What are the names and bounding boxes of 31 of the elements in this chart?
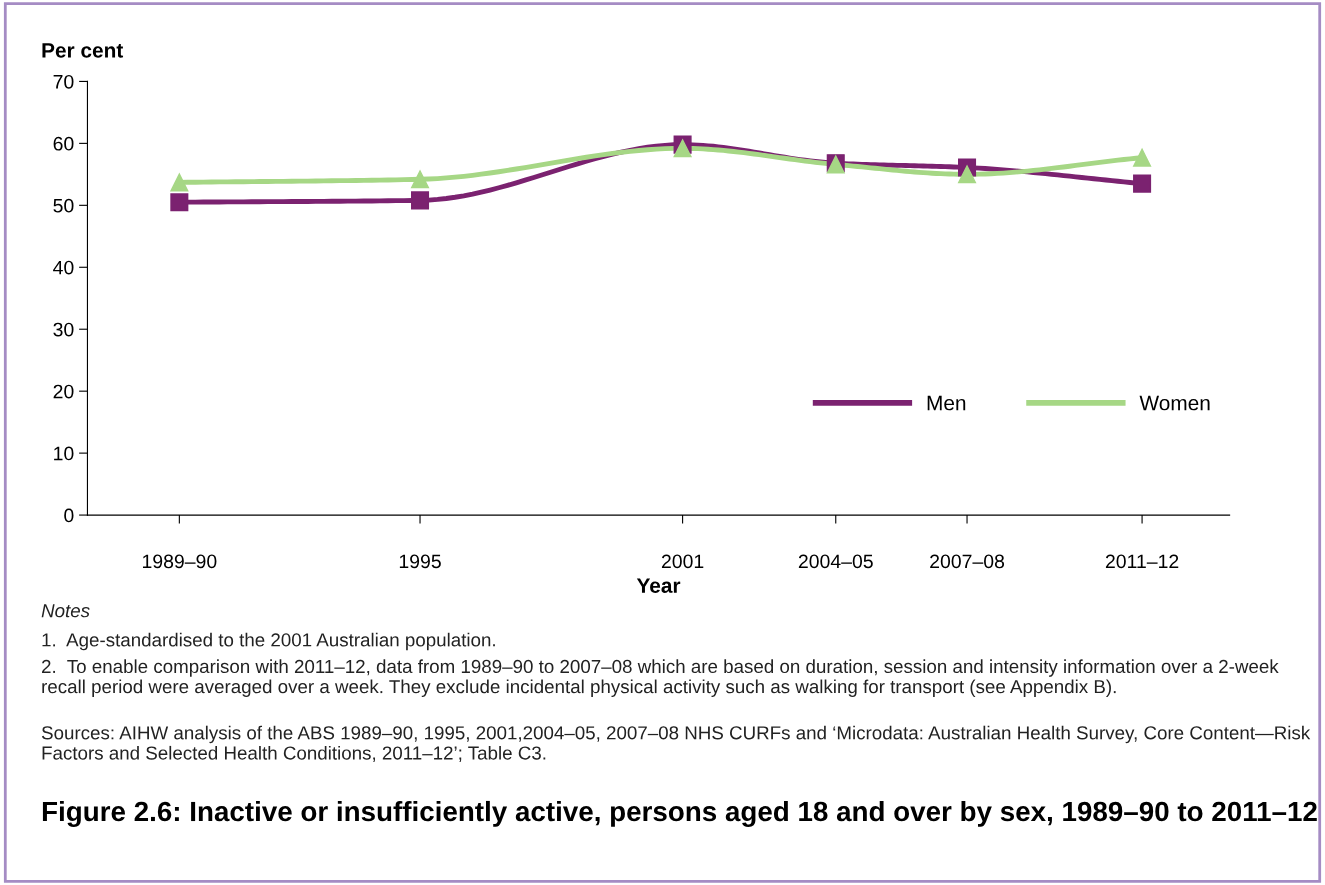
point (958, 165, 977, 184)
x-tick-label: 1989–90 (142, 554, 217, 569)
x-tick-label: 2011–12 (1105, 554, 1179, 569)
y-axis-title: Per cent (42, 43, 124, 58)
point (411, 170, 430, 189)
legend-label: Women (1139, 395, 1210, 411)
point (673, 139, 692, 158)
y-tick-label: 10 (54, 446, 74, 461)
x-tick-label: 2001 (661, 554, 704, 569)
y-tick-label: 70 (53, 74, 74, 89)
text: Notes (41, 604, 90, 618)
y-tick-label: 20 (53, 384, 74, 399)
x-tick-label: 2007–08 (930, 554, 1005, 569)
x-axis-title: Year (636, 578, 681, 593)
y-tick-label: 30 (53, 322, 74, 337)
y-tick-label: 60 (53, 136, 74, 151)
text: Figure 2.6: Inactive or insufficiently active, persons aged 18 and over by sex, 1989–90 to 2011–12 (42, 800, 1317, 827)
y-tick-label: 40 (53, 260, 74, 275)
y-tick-label: 0 (64, 508, 74, 523)
point (170, 193, 189, 212)
text: 2. To enable comparison with 2011–12, data from 1989–90 to 2007–08 which are based on duration, session and intensity information over a 2-week recall period were averaged over a week. They exclude incidental physical activity such as walking for transport (see Appendix B). (42, 659, 1279, 697)
x-tick-label: 2004–05 (798, 554, 873, 569)
text: 1. Age-standardised to the 2001 Australian population. (42, 632, 495, 651)
legend-label: Men (927, 395, 966, 411)
point (411, 191, 430, 210)
point (1133, 148, 1152, 167)
source-note: Sources: AIHW analysis of the ABS 1989–90, 1995, 2001,2004–05, 2007–08 NHS CURFs and ‘Microdata: Australian Health Survey, Core Content—Risk Factors and Selected Health Conditions, 2011–12’; Table C3. (41, 725, 1311, 762)
point (170, 173, 189, 192)
x-tick-label: 1995 (399, 554, 441, 569)
y-tick-label: 50 (53, 198, 74, 213)
point (1133, 174, 1152, 193)
